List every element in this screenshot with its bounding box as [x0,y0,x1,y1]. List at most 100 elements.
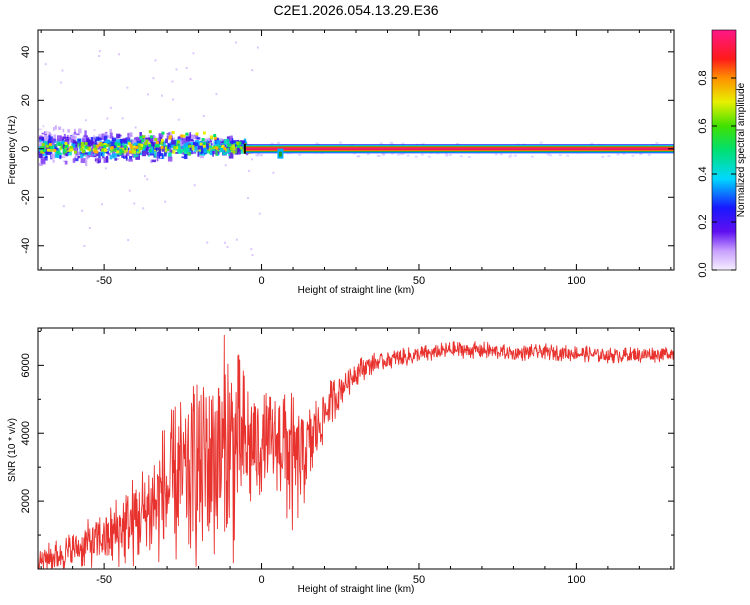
spectrogram-cell [85,156,89,160]
spectrogram-cell [158,133,164,138]
colorbar-tick-label: 0.4 [697,166,709,181]
spectrogram-cell [189,146,193,150]
spectrogram-cell [152,77,155,80]
spectrogram-x-label: Height of straight line (km) [298,285,415,296]
spectrogram-cell [69,135,72,138]
spectrogram-cell [97,146,103,150]
spectrogram-cell [135,145,139,149]
spectrogram-cell [110,149,113,153]
spectrogram-cell [62,205,65,208]
spectrogram-cell [80,142,84,146]
spectrogram-cell [155,145,158,152]
spectrogram-cell [142,207,145,210]
spectrogram-cell [56,150,60,154]
spectrogram-cell [87,145,90,148]
spectrogram-cell [223,241,226,244]
spectrogram-cell [139,147,143,151]
spectrogram-cell [133,145,137,149]
spectrogram-cell [44,63,47,66]
spectrogram-cell [221,139,226,142]
spectrogram-cell [189,132,192,139]
spectrogram-cell [259,154,263,157]
spectrogram-cell [182,134,186,138]
spectrogram-cell [174,143,179,150]
spectrogram-cell [414,155,418,158]
spectrogram-cell [100,152,103,156]
spectrogram-cell [187,145,190,152]
spectrogram-cell [459,155,463,158]
spectrogram-cell [72,133,77,136]
spectrogram-cell [546,153,550,156]
chart-title: C2E1.2026.054.13.29.E36 [273,2,438,18]
spectrogram-cell [248,169,251,172]
spectrogram-cell [165,138,168,144]
spectrogram-cell [655,141,659,144]
spectrogram-cell [210,142,213,146]
spectrogram-cell [90,151,95,158]
spectrogram-cell [189,139,194,142]
spectrogram-cell [406,154,410,157]
spectrogram-cell [54,147,59,151]
spectrogram-cell [226,148,231,153]
spectrogram-cell [456,142,460,145]
spectrogram-cell [143,175,146,178]
spectrogram-cell [115,148,118,156]
spectrogram-cell [202,131,206,135]
spectrogram-cell [111,153,117,159]
spectrogram-cell [62,151,66,155]
spectrogram-cell [67,137,70,140]
spectrogram-cell [102,156,105,158]
spectrogram-cell [86,154,91,158]
spectrogram-cell [221,145,225,149]
spectrogram-cell [49,145,53,149]
spectrogram-cell [181,139,184,145]
spectrogram-cell [206,241,209,244]
spectrogram-cell [216,153,219,156]
spectrogram-cell [59,155,62,160]
spectrogram-cell [171,147,174,150]
spectrogram-cell [136,139,141,145]
spectrogram-cell [150,159,153,164]
spectrogram-cell [159,156,162,159]
spectrogram-cell [76,133,80,136]
spectrogram-cell [146,178,149,181]
spectrogram-cell [116,152,120,156]
spectrogram-cell [390,152,394,155]
spectrogram-cell [44,152,48,159]
spectrogram-cell [123,145,127,149]
snr-y-tick-label: 4000 [20,421,32,445]
spectrogram-cell [232,140,236,144]
spectrogram-cell [229,140,233,146]
spectrogram-cell [59,136,64,142]
spectrogram-cell [56,135,62,142]
spectrogram-cell [213,136,217,140]
spectrogram-cell [106,135,110,139]
spectrogram-cell [71,148,76,151]
spectrogram-cell [213,141,216,147]
spectrogram-cell [137,143,141,147]
spectrogram-cell [84,130,87,136]
spectrogram-cell [148,154,150,157]
spectrogram-cell [109,154,112,160]
spectrogram-cell [158,152,164,159]
spectrogram-cell [98,50,101,53]
spectrogram-cell [73,131,77,135]
spectrogram-cell [142,145,146,149]
spectrogram-cell [151,135,156,139]
spectrogram-cell [94,158,97,162]
spectrogram-cell [50,144,56,147]
spectrogram-cell [137,152,143,156]
spectrogram-cell [201,137,205,141]
spectrogram-cell [129,155,133,160]
spectrogram-cell [250,248,253,251]
spectrogram-cell [93,149,97,153]
spectrogram-cell [101,157,105,160]
spectrogram-cell [513,154,517,157]
spectrogram-cell [38,128,42,131]
spectrogram-cell [539,141,543,144]
spectrogram-cell [66,146,70,150]
spectrogram-cell [199,155,204,159]
spectrogram-cell [224,143,227,147]
spectrogram-cell [65,153,68,157]
spectrogram-cell [149,135,153,139]
